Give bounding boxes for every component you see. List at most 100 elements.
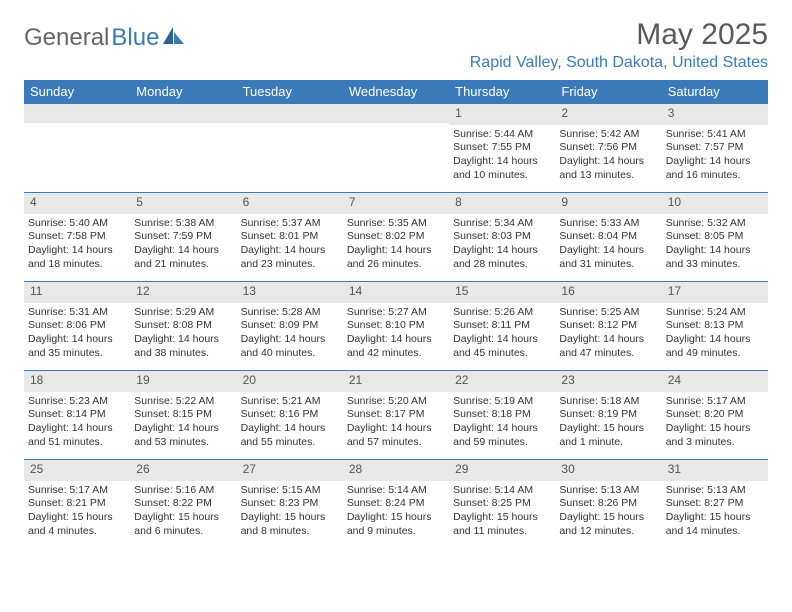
logo-sail-icon xyxy=(163,24,185,52)
day-cell: 28Sunrise: 5:14 AMSunset: 8:24 PMDayligh… xyxy=(343,460,449,548)
day-cell-body: Sunrise: 5:25 AMSunset: 8:12 PMDaylight:… xyxy=(555,306,661,365)
day-cell-body: Sunrise: 5:16 AMSunset: 8:22 PMDaylight:… xyxy=(130,484,236,543)
date-number xyxy=(24,104,130,123)
date-number: 18 xyxy=(24,371,130,392)
date-number: 3 xyxy=(662,104,768,125)
daylight-text: Daylight: 14 hours and 13 minutes. xyxy=(559,155,657,182)
day-cell: 8Sunrise: 5:34 AMSunset: 8:03 PMDaylight… xyxy=(449,193,555,281)
sunrise-text: Sunrise: 5:20 AM xyxy=(347,395,445,409)
date-number: 19 xyxy=(130,371,236,392)
sunrise-text: Sunrise: 5:18 AM xyxy=(559,395,657,409)
date-number xyxy=(237,104,343,123)
week-row: 18Sunrise: 5:23 AMSunset: 8:14 PMDayligh… xyxy=(24,370,768,459)
daylight-text: Daylight: 15 hours and 4 minutes. xyxy=(28,511,126,538)
date-number: 31 xyxy=(662,460,768,481)
sunset-text: Sunset: 8:15 PM xyxy=(134,408,232,422)
date-number: 28 xyxy=(343,460,449,481)
sunrise-text: Sunrise: 5:42 AM xyxy=(559,128,657,142)
day-cell: 11Sunrise: 5:31 AMSunset: 8:06 PMDayligh… xyxy=(24,282,130,370)
sunrise-text: Sunrise: 5:17 AM xyxy=(666,395,764,409)
day-cell-body: Sunrise: 5:24 AMSunset: 8:13 PMDaylight:… xyxy=(662,306,768,365)
day-cell-body: Sunrise: 5:14 AMSunset: 8:25 PMDaylight:… xyxy=(449,484,555,543)
daylight-text: Daylight: 14 hours and 38 minutes. xyxy=(134,333,232,360)
sunrise-text: Sunrise: 5:41 AM xyxy=(666,128,764,142)
day-cell xyxy=(130,104,236,192)
daylight-text: Daylight: 14 hours and 40 minutes. xyxy=(241,333,339,360)
sunset-text: Sunset: 8:24 PM xyxy=(347,497,445,511)
daylight-text: Daylight: 14 hours and 59 minutes. xyxy=(453,422,551,449)
week-row: 25Sunrise: 5:17 AMSunset: 8:21 PMDayligh… xyxy=(24,459,768,548)
day-cell: 15Sunrise: 5:26 AMSunset: 8:11 PMDayligh… xyxy=(449,282,555,370)
date-number: 7 xyxy=(343,193,449,214)
date-number: 6 xyxy=(237,193,343,214)
daylight-text: Daylight: 14 hours and 47 minutes. xyxy=(559,333,657,360)
sunrise-text: Sunrise: 5:27 AM xyxy=(347,306,445,320)
sunrise-text: Sunrise: 5:32 AM xyxy=(666,217,764,231)
date-number xyxy=(343,104,449,123)
day-cell: 26Sunrise: 5:16 AMSunset: 8:22 PMDayligh… xyxy=(130,460,236,548)
sunrise-text: Sunrise: 5:29 AM xyxy=(134,306,232,320)
daylight-text: Daylight: 15 hours and 14 minutes. xyxy=(666,511,764,538)
weekday-header-row: SundayMondayTuesdayWednesdayThursdayFrid… xyxy=(24,80,768,104)
daylight-text: Daylight: 14 hours and 42 minutes. xyxy=(347,333,445,360)
sunset-text: Sunset: 7:56 PM xyxy=(559,141,657,155)
weekday-header: Wednesday xyxy=(343,80,449,104)
sunset-text: Sunset: 8:21 PM xyxy=(28,497,126,511)
sunset-text: Sunset: 8:27 PM xyxy=(666,497,764,511)
location-subtitle: Rapid Valley, South Dakota, United State… xyxy=(470,54,768,72)
daylight-text: Daylight: 14 hours and 45 minutes. xyxy=(453,333,551,360)
date-number: 13 xyxy=(237,282,343,303)
daylight-text: Daylight: 14 hours and 31 minutes. xyxy=(559,244,657,271)
sunrise-text: Sunrise: 5:21 AM xyxy=(241,395,339,409)
date-number xyxy=(130,104,236,123)
sunrise-text: Sunrise: 5:44 AM xyxy=(453,128,551,142)
daylight-text: Daylight: 14 hours and 18 minutes. xyxy=(28,244,126,271)
day-cell: 30Sunrise: 5:13 AMSunset: 8:26 PMDayligh… xyxy=(555,460,661,548)
daylight-text: Daylight: 14 hours and 51 minutes. xyxy=(28,422,126,449)
daylight-text: Daylight: 14 hours and 33 minutes. xyxy=(666,244,764,271)
day-cell: 27Sunrise: 5:15 AMSunset: 8:23 PMDayligh… xyxy=(237,460,343,548)
day-cell-body: Sunrise: 5:35 AMSunset: 8:02 PMDaylight:… xyxy=(343,217,449,276)
daylight-text: Daylight: 15 hours and 6 minutes. xyxy=(134,511,232,538)
sunrise-text: Sunrise: 5:31 AM xyxy=(28,306,126,320)
day-cell: 20Sunrise: 5:21 AMSunset: 8:16 PMDayligh… xyxy=(237,371,343,459)
date-number: 17 xyxy=(662,282,768,303)
day-cell-body: Sunrise: 5:27 AMSunset: 8:10 PMDaylight:… xyxy=(343,306,449,365)
sunrise-text: Sunrise: 5:38 AM xyxy=(134,217,232,231)
date-number: 8 xyxy=(449,193,555,214)
day-cell-body: Sunrise: 5:17 AMSunset: 8:21 PMDaylight:… xyxy=(24,484,130,543)
daylight-text: Daylight: 14 hours and 23 minutes. xyxy=(241,244,339,271)
sunrise-text: Sunrise: 5:17 AM xyxy=(28,484,126,498)
date-number: 20 xyxy=(237,371,343,392)
sunrise-text: Sunrise: 5:24 AM xyxy=(666,306,764,320)
daylight-text: Daylight: 14 hours and 49 minutes. xyxy=(666,333,764,360)
calendar-page: GeneralBlue May 2025 Rapid Valley, South… xyxy=(0,0,792,558)
date-number: 12 xyxy=(130,282,236,303)
date-number: 24 xyxy=(662,371,768,392)
date-number: 16 xyxy=(555,282,661,303)
date-number: 9 xyxy=(555,193,661,214)
daylight-text: Daylight: 15 hours and 11 minutes. xyxy=(453,511,551,538)
date-number: 22 xyxy=(449,371,555,392)
weekday-header: Thursday xyxy=(449,80,555,104)
day-cell: 10Sunrise: 5:32 AMSunset: 8:05 PMDayligh… xyxy=(662,193,768,281)
sunset-text: Sunset: 8:19 PM xyxy=(559,408,657,422)
daylight-text: Daylight: 14 hours and 55 minutes. xyxy=(241,422,339,449)
day-cell-body: Sunrise: 5:13 AMSunset: 8:26 PMDaylight:… xyxy=(555,484,661,543)
day-cell xyxy=(343,104,449,192)
week-row: 1Sunrise: 5:44 AMSunset: 7:55 PMDaylight… xyxy=(24,104,768,192)
daylight-text: Daylight: 14 hours and 16 minutes. xyxy=(666,155,764,182)
day-cell-body: Sunrise: 5:37 AMSunset: 8:01 PMDaylight:… xyxy=(237,217,343,276)
day-cell: 18Sunrise: 5:23 AMSunset: 8:14 PMDayligh… xyxy=(24,371,130,459)
daylight-text: Daylight: 14 hours and 35 minutes. xyxy=(28,333,126,360)
day-cell: 12Sunrise: 5:29 AMSunset: 8:08 PMDayligh… xyxy=(130,282,236,370)
day-cell: 4Sunrise: 5:40 AMSunset: 7:58 PMDaylight… xyxy=(24,193,130,281)
sunrise-text: Sunrise: 5:22 AM xyxy=(134,395,232,409)
day-cell-body: Sunrise: 5:40 AMSunset: 7:58 PMDaylight:… xyxy=(24,217,130,276)
sunset-text: Sunset: 8:18 PM xyxy=(453,408,551,422)
weekday-header: Tuesday xyxy=(237,80,343,104)
sunset-text: Sunset: 7:57 PM xyxy=(666,141,764,155)
daylight-text: Daylight: 14 hours and 10 minutes. xyxy=(453,155,551,182)
daylight-text: Daylight: 15 hours and 1 minute. xyxy=(559,422,657,449)
title-block: May 2025 Rapid Valley, South Dakota, Uni… xyxy=(470,18,768,72)
